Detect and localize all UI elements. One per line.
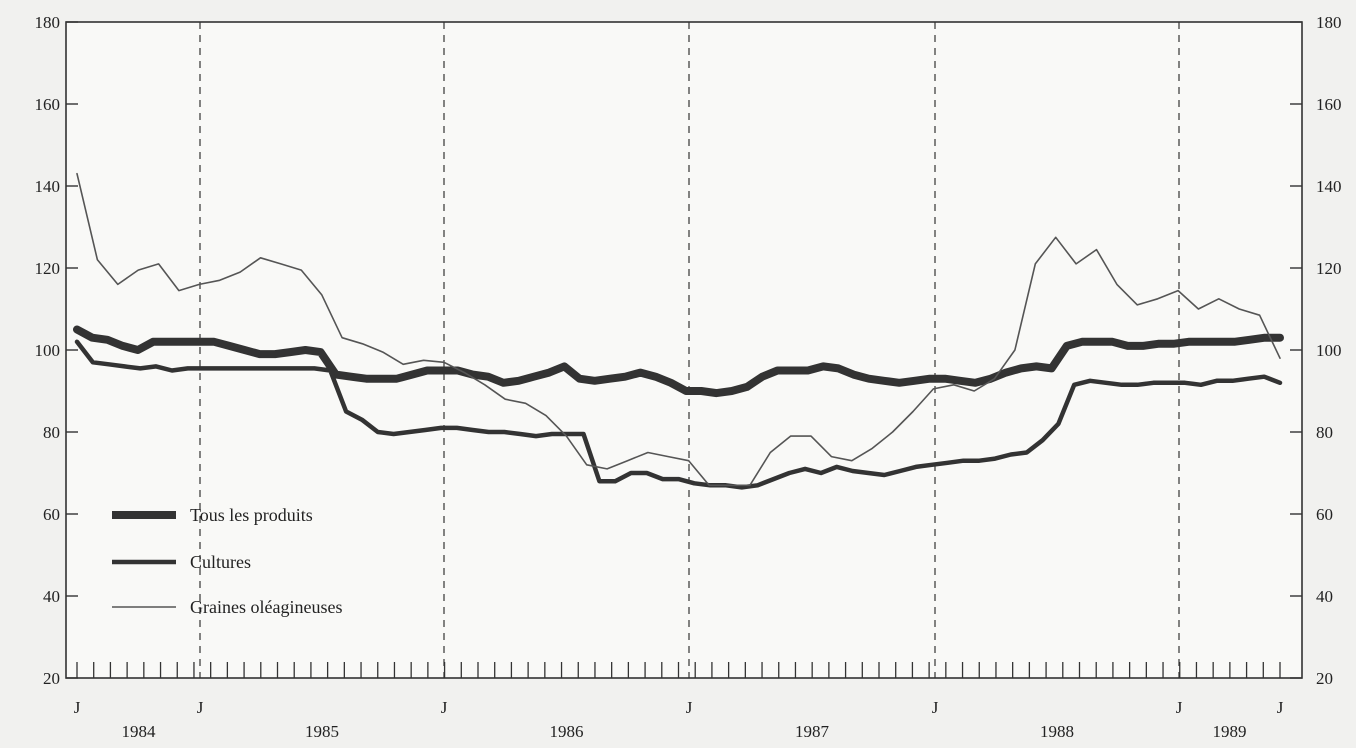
legend-label: Tous les produits (190, 505, 313, 525)
x-tick-label-january: J (74, 698, 81, 717)
x-tick-label-january: J (441, 698, 448, 717)
y-tick-label-left: 120 (35, 259, 61, 278)
legend-label: Graines oléagineuses (190, 597, 342, 617)
x-year-label: 1984 (122, 722, 157, 741)
y-tick-label-right: 140 (1316, 177, 1342, 196)
y-tick-label-right: 20 (1316, 669, 1333, 688)
y-tick-label-left: 40 (43, 587, 60, 606)
series-line-2 (74, 339, 1283, 490)
y-tick-label-left: 60 (43, 505, 60, 524)
y-tick-label-right: 100 (1316, 341, 1342, 360)
plot-area (65, 21, 1303, 679)
y-tick-label-left: 140 (35, 177, 61, 196)
y-tick-label-left: 80 (43, 423, 60, 442)
y-tick-label-right: 60 (1316, 505, 1333, 524)
x-year-label: 1987 (795, 722, 830, 741)
y-tick-label-left: 180 (35, 13, 61, 32)
x-year-label: 1985 (305, 722, 339, 741)
x-tick-label-january: J (1176, 698, 1183, 717)
y-tick-label-left: 160 (35, 95, 61, 114)
legend-label: Cultures (190, 552, 251, 572)
y-tick-label-right: 160 (1316, 95, 1342, 114)
x-year-label: 1986 (550, 722, 584, 741)
series-line-1 (73, 325, 1284, 398)
x-tick-label-january: J (932, 698, 939, 717)
x-tick-label-january: J (197, 698, 204, 717)
x-year-label: 1988 (1040, 722, 1074, 741)
x-tick-label-january: J (1277, 698, 1284, 717)
x-tick-label-january: J (686, 698, 693, 717)
y-tick-label-left: 100 (35, 341, 61, 360)
y-tick-label-right: 180 (1316, 13, 1342, 32)
x-year-label: 1989 (1213, 722, 1247, 741)
y-tick-label-left: 20 (43, 669, 60, 688)
series-line-3 (76, 172, 1281, 487)
y-tick-label-right: 80 (1316, 423, 1333, 442)
y-tick-label-right: 120 (1316, 259, 1342, 278)
y-tick-label-right: 40 (1316, 587, 1333, 606)
